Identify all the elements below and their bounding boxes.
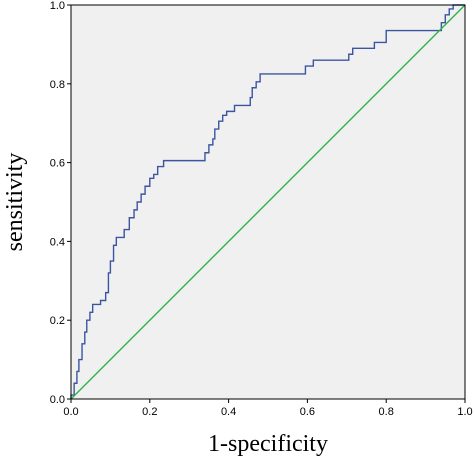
series-layer [70,4,466,400]
x-tick-label: 0.0 [63,406,78,418]
x-tick-label: 0.4 [221,406,236,418]
y-tick-label: 0.0 [50,394,65,406]
x-tick-label: 0.2 [142,406,157,418]
x-tick-label: 1.0 [457,406,472,418]
y-tick-label: 0.8 [50,79,65,91]
y-tick-label: 0.4 [50,236,65,248]
plot-frame [70,4,466,400]
y-tick-label: 1.0 [50,0,65,12]
y-tick-label: 0.2 [50,315,65,327]
x-axis: 0.0 0.2 0.4 0.6 0.8 1.0 [63,399,473,418]
y-tick-label: 0.6 [50,158,65,170]
reference-line [70,4,466,400]
roc-curve-line [70,4,465,399]
y-axis-title: sensitivity [2,153,28,252]
x-axis-title: 1-specificity [208,431,328,457]
x-tick-label: 0.8 [379,406,394,418]
x-tick-label: 0.6 [300,406,315,418]
y-axis: 0.0 0.2 0.4 0.6 0.8 1.0 [50,0,71,406]
